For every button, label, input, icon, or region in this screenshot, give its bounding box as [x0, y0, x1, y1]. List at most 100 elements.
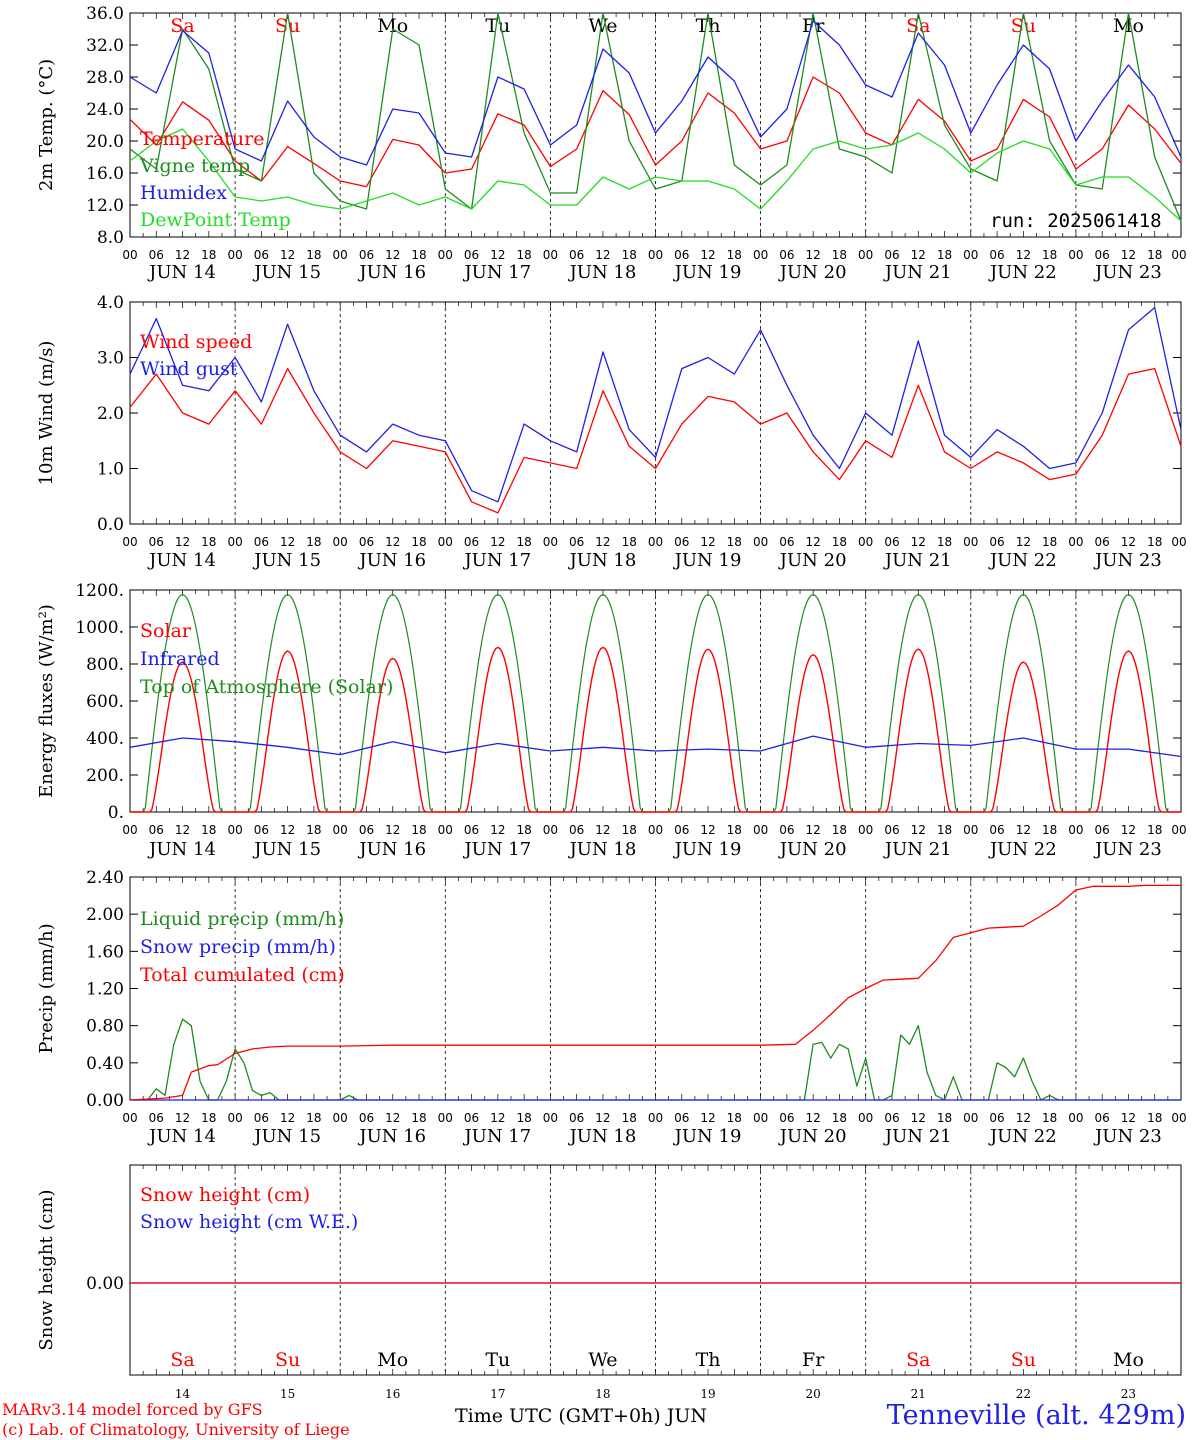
- hour-label: 06: [149, 823, 164, 837]
- date-label: JUN 15: [252, 550, 321, 571]
- date-label: JUN 20: [778, 839, 847, 860]
- hour-label: 06: [674, 248, 689, 262]
- hour-label: 00: [333, 535, 348, 549]
- day-number-label: 20: [806, 1387, 821, 1401]
- date-label: JUN 17: [462, 839, 531, 860]
- day-number-label: 15: [280, 1387, 295, 1401]
- hour-label: 18: [516, 535, 531, 549]
- y-tick-label: 0.: [108, 803, 124, 823]
- y-tick-label: 4.0: [97, 293, 124, 313]
- hour-label: 18: [832, 535, 847, 549]
- hour-label: 18: [1042, 823, 1057, 837]
- hour-label: 12: [1121, 248, 1136, 262]
- y-tick-label: 12.0: [86, 196, 124, 216]
- hour-label: 06: [569, 1111, 584, 1125]
- legend-entry: Top of Atmosphere (Solar): [140, 676, 393, 698]
- hour-label: 00: [438, 248, 453, 262]
- legend-entry: Liquid precip (mm/h): [140, 908, 344, 930]
- y-tick-label: 200.: [86, 766, 124, 786]
- lab-credit: (c) Lab. of Climatology, University of L…: [2, 1420, 350, 1439]
- series-wind-gust: [129, 306, 1182, 503]
- y-tick-label: 24.0: [86, 100, 124, 120]
- hour-label: 06: [1095, 248, 1110, 262]
- legend-entry: Snow precip (mm/h): [140, 936, 336, 958]
- hour-label: 00: [648, 248, 663, 262]
- date-label: JUN 17: [462, 550, 531, 571]
- weekday-label: Th: [696, 15, 721, 37]
- weekday-label: Tu: [485, 15, 510, 37]
- hour-label: 00: [543, 823, 558, 837]
- hour-label: 12: [595, 535, 610, 549]
- hour-label: 06: [884, 823, 899, 837]
- hour-label: 18: [1147, 823, 1162, 837]
- y-tick-label: 32.0: [86, 36, 124, 56]
- hour-label: 18: [937, 823, 952, 837]
- weekday-label: Th: [696, 1349, 721, 1371]
- hour-label: 00: [227, 1111, 242, 1125]
- hour-label: 18: [1147, 248, 1162, 262]
- y-tick-label: 600.: [86, 692, 124, 712]
- hour-label: 12: [490, 535, 505, 549]
- y-tick-label: 2.0: [97, 404, 124, 424]
- time-axis-label: Time UTC (GMT+0h) JUN: [455, 1405, 707, 1427]
- date-label: JUN 23: [1093, 262, 1162, 283]
- hour-label: 06: [464, 248, 479, 262]
- y-tick-label: 0.0: [97, 515, 124, 535]
- hour-label: 12: [490, 823, 505, 837]
- hour-label: 12: [911, 248, 926, 262]
- hour-label: 12: [1016, 535, 1031, 549]
- hour-label: 06: [989, 535, 1004, 549]
- weekday-label: Su: [1011, 15, 1036, 37]
- hour-label: 12: [385, 1111, 400, 1125]
- hour-label: 12: [806, 535, 821, 549]
- date-label: JUN 21: [883, 839, 952, 860]
- date-label: JUN 20: [778, 550, 847, 571]
- legend-entry: Wind speed: [140, 331, 252, 353]
- hour-label: 06: [254, 1111, 269, 1125]
- hour-label: 06: [149, 535, 164, 549]
- hour-label: 18: [1147, 1111, 1162, 1125]
- hour-label: 12: [385, 248, 400, 262]
- hour-label: 00: [648, 1111, 663, 1125]
- hour-label: 06: [569, 823, 584, 837]
- date-label: JUN 20: [778, 262, 847, 283]
- hour-label: 12: [700, 823, 715, 837]
- hour-label: 12: [175, 248, 190, 262]
- legend-entry: DewPoint Temp: [140, 209, 291, 231]
- hour-label: 00: [543, 535, 558, 549]
- hour-label: 06: [779, 248, 794, 262]
- hour-label: 00: [1171, 1111, 1186, 1125]
- date-label: JUN 16: [357, 262, 426, 283]
- hour-label: 12: [1121, 823, 1136, 837]
- hour-label: 18: [411, 248, 426, 262]
- hour-label: 18: [622, 248, 637, 262]
- y-axis-label: Energy fluxes (W/m²): [36, 604, 57, 798]
- hour-label: 12: [595, 248, 610, 262]
- date-label: JUN 17: [462, 262, 531, 283]
- y-tick-label: 8.0: [97, 228, 124, 248]
- hour-label: 12: [1121, 1111, 1136, 1125]
- date-label: JUN 20: [778, 1126, 847, 1147]
- day-number-label: 22: [1016, 1387, 1031, 1401]
- hour-label: 06: [884, 1111, 899, 1125]
- date-label: JUN 19: [673, 1126, 742, 1147]
- date-label: JUN 19: [673, 550, 742, 571]
- hour-label: 00: [858, 823, 873, 837]
- hour-label: 12: [700, 535, 715, 549]
- hour-label: 06: [359, 1111, 374, 1125]
- hour-label: 06: [254, 823, 269, 837]
- y-tick-label: 0.80: [86, 1017, 124, 1037]
- hour-label: 00: [1068, 248, 1083, 262]
- y-tick-label: 20.0: [86, 132, 124, 152]
- y-tick-label: 2.00: [86, 905, 124, 925]
- hour-label: 06: [1095, 535, 1110, 549]
- hour-label: 18: [727, 248, 742, 262]
- day-number-label: 17: [490, 1387, 505, 1401]
- hour-label: 18: [201, 1111, 216, 1125]
- y-tick-label: 1200.: [75, 581, 124, 601]
- y-axis-label: Snow height (cm): [36, 1189, 57, 1350]
- weekday-label: Mo: [377, 15, 408, 37]
- hour-label: 00: [1171, 248, 1186, 262]
- hour-label: 12: [385, 535, 400, 549]
- hour-label: 00: [753, 1111, 768, 1125]
